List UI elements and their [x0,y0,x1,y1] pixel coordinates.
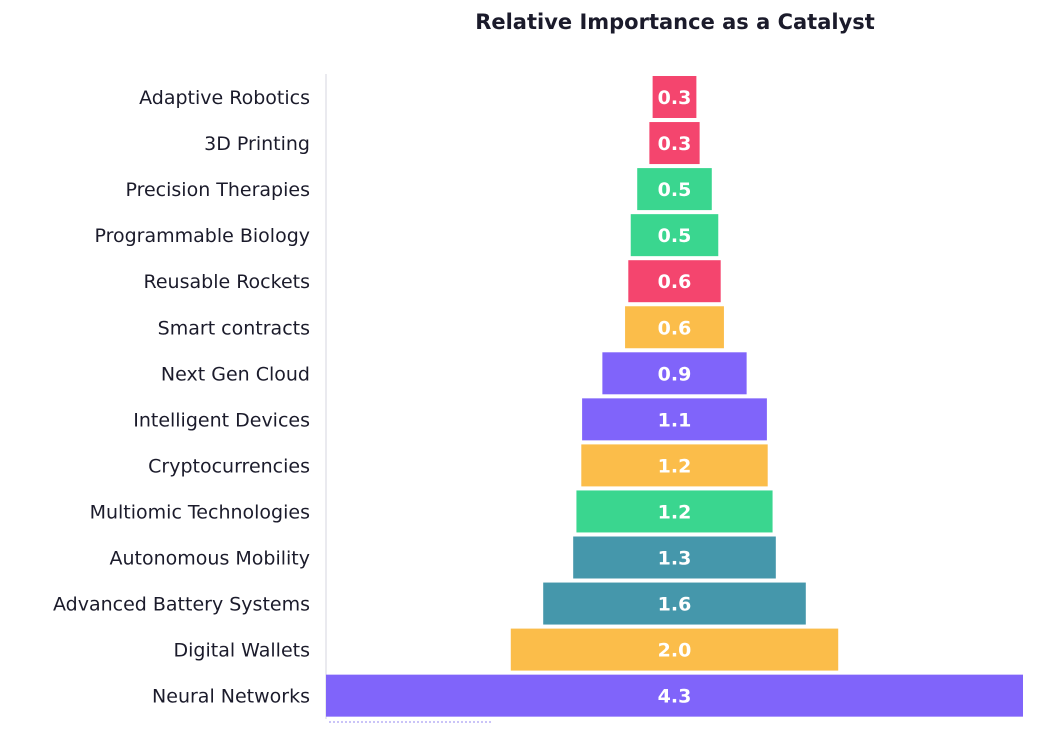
data-label: 4.3 [658,686,692,708]
data-label: 1.6 [658,594,692,616]
data-label: 1.2 [658,455,692,477]
data-label: 0.6 [658,271,692,293]
chart-title: Relative Importance as a Catalyst [475,10,875,34]
category-label: Adaptive Robotics [139,87,310,109]
category-label: Reusable Rockets [144,271,310,293]
data-label: 1.2 [658,501,692,523]
bar [576,490,773,533]
category-label: Multiomic Technologies [90,501,310,523]
data-label: 1.1 [658,409,692,431]
category-label: Smart contracts [158,317,310,339]
category-label: Advanced Battery Systems [53,594,310,616]
category-label: Next Gen Cloud [161,363,310,385]
data-label: 0.9 [658,363,692,385]
data-label: 1.3 [658,548,692,570]
data-label: 2.0 [658,640,692,662]
data-label: 0.5 [658,225,692,247]
category-label: Programmable Biology [94,225,310,247]
bar [543,582,806,625]
bar [625,306,724,349]
bar [637,168,712,211]
data-label: 0.5 [658,179,692,201]
category-label: 3D Printing [204,133,310,155]
bar [602,352,747,395]
category-label: Intelligent Devices [133,409,310,431]
bar [649,122,700,165]
category-label: Precision Therapies [125,179,310,201]
data-label: 0.3 [658,133,692,155]
category-label: Autonomous Mobility [109,548,310,570]
bar [573,536,776,579]
bar [582,398,767,441]
bar [630,214,719,257]
bar [581,444,768,487]
data-label: 0.6 [658,317,692,339]
category-label: Digital Wallets [174,640,310,662]
category-label: Neural Networks [152,686,310,708]
category-label: Cryptocurrencies [148,455,310,477]
data-label: 0.3 [658,87,692,109]
bar [510,628,839,671]
bar [652,76,697,118]
bar [326,674,1023,717]
bar [628,260,721,303]
